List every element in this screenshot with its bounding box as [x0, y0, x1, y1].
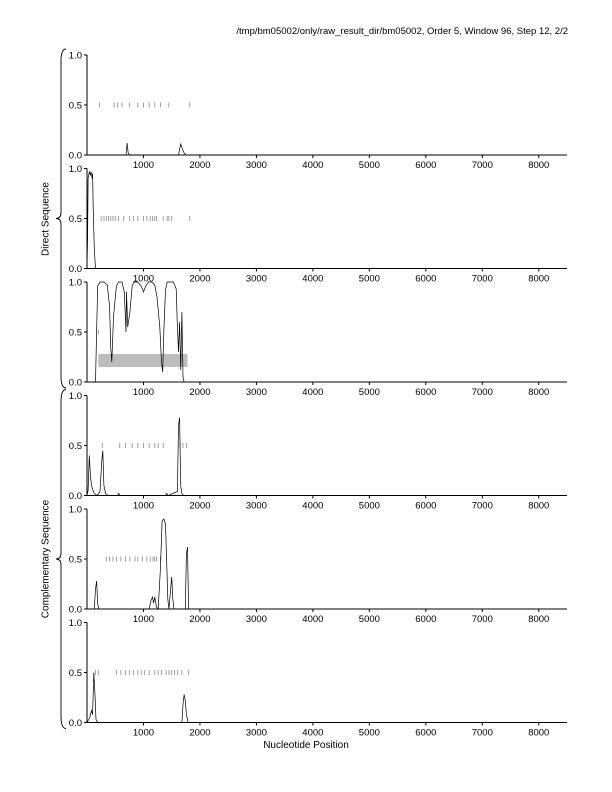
panel-5-x-tick-label: 7000 — [472, 614, 493, 625]
header-title: /tmp/bm05002/only/raw_result_dir/bm05002… — [236, 26, 568, 37]
panel-5-x-tick-label: 4000 — [302, 614, 323, 625]
panel-5-y-tick-label: 0.5 — [69, 555, 82, 566]
panel-2-x-tick-label: 7000 — [472, 274, 493, 285]
panel-4-y-tick-label: 1.0 — [69, 391, 82, 402]
panel-1-x-tick-label: 8000 — [528, 160, 549, 171]
x-axis-label: Nucleotide Position — [263, 740, 349, 751]
panel-4-y-tick-label: 0.0 — [69, 491, 82, 502]
panel-4-x-tick-label: 8000 — [528, 501, 549, 512]
complementary-sequence-label: Complementary Sequence — [40, 499, 52, 619]
panel-3-band — [98, 354, 188, 367]
panel-5-series-line — [87, 518, 567, 610]
panel-5-y-tick-label: 1.0 — [69, 505, 82, 516]
panel-3-x-tick-label: 1000 — [133, 387, 154, 398]
panel-3-x-tick-label: 8000 — [528, 387, 549, 398]
panel-6-series-line — [86, 672, 567, 723]
panel-6-x-tick-label: 7000 — [472, 728, 493, 739]
panel-1-x-tick-label: 5000 — [359, 160, 380, 171]
panel-6-x-tick-label: 8000 — [528, 728, 549, 739]
panel-1-x-tick-label: 2000 — [189, 160, 210, 171]
panel-4-x-tick-label: 4000 — [302, 501, 323, 512]
panel-5-x-tick-label: 6000 — [415, 614, 436, 625]
panel-4-x-tick-label: 6000 — [415, 501, 436, 512]
panel-6-x-tick-label: 3000 — [246, 728, 267, 739]
panel-1-x-tick-label: 3000 — [246, 160, 267, 171]
group-1-brace — [55, 48, 67, 389]
panel-4-y-tick-label: 0.5 — [69, 441, 82, 452]
panel-2-x-tick-label: 6000 — [415, 274, 436, 285]
panel-3-x-tick-label: 3000 — [246, 387, 267, 398]
panel-3-x-tick-label: 5000 — [359, 387, 380, 398]
panel-1-x-tick-label: 4000 — [302, 160, 323, 171]
panel-2-x-tick-label: 2000 — [189, 274, 210, 285]
panel-5-x-tick-label: 5000 — [359, 614, 380, 625]
panel-5-x-tick-label: 1000 — [133, 614, 154, 625]
panel-1-series-line — [87, 142, 567, 156]
panel-3-x-tick-label: 6000 — [415, 387, 436, 398]
panel-2-x-tick-label: 8000 — [528, 274, 549, 285]
panel-4-x-tick-label: 7000 — [472, 501, 493, 512]
panel-2-y-tick-label: 0.5 — [69, 214, 82, 225]
panel-6-x-tick-label: 1000 — [133, 728, 154, 739]
panel-1-y-tick-label: 0.5 — [69, 101, 82, 112]
panel-5-x-tick-label: 2000 — [189, 614, 210, 625]
panel-1-y-tick-label: 0.0 — [69, 151, 82, 162]
panel-5-x-tick-label: 3000 — [246, 614, 267, 625]
panel-6-y-tick-label: 1.0 — [69, 618, 82, 629]
panel-1-x-tick-label: 6000 — [415, 160, 436, 171]
panel-1-x-tick-label: 1000 — [133, 160, 154, 171]
panel-6-x-tick-label: 4000 — [302, 728, 323, 739]
panel-3-series-line — [87, 281, 567, 383]
panel-6-y-tick-label: 0.0 — [69, 718, 82, 729]
panel-6-x-tick-label: 5000 — [359, 728, 380, 739]
direct-sequence-label: Direct Sequence — [40, 181, 52, 256]
panel-6-x-tick-label: 2000 — [189, 728, 210, 739]
panel-6-x-tick-label: 6000 — [415, 728, 436, 739]
panel-3-x-tick-label: 2000 — [189, 387, 210, 398]
panel-1-y-tick-label: 1.0 — [69, 51, 82, 62]
panel-2-x-tick-label: 1000 — [133, 274, 154, 285]
panel-3-y-tick-label: 0.5 — [69, 328, 82, 339]
panel-2-y-tick-label: 0.0 — [69, 264, 82, 275]
panel-4-x-tick-label: 3000 — [246, 501, 267, 512]
panel-3-x-tick-label: 4000 — [302, 387, 323, 398]
panel-5-x-tick-label: 8000 — [528, 614, 549, 625]
panel-5-y-tick-label: 0.0 — [69, 605, 82, 616]
panel-4-series-line — [86, 417, 567, 496]
panel-4-x-tick-label: 1000 — [133, 501, 154, 512]
panel-2-x-tick-label: 3000 — [246, 274, 267, 285]
panel-2-series-line — [86, 171, 567, 269]
panel-1-x-tick-label: 7000 — [472, 160, 493, 171]
group-2-brace — [55, 389, 67, 729]
panel-4-x-tick-label: 2000 — [189, 501, 210, 512]
panel-3-y-tick-label: 0.0 — [69, 378, 82, 389]
panel-3-x-tick-label: 7000 — [472, 387, 493, 398]
panel-4-x-tick-label: 5000 — [359, 501, 380, 512]
panel-2-x-tick-label: 5000 — [359, 274, 380, 285]
panel-6-y-tick-label: 0.5 — [69, 668, 82, 679]
panel-2-y-tick-label: 1.0 — [69, 164, 82, 175]
panel-2-x-tick-label: 4000 — [302, 274, 323, 285]
panel-3-y-tick-label: 1.0 — [69, 278, 82, 289]
